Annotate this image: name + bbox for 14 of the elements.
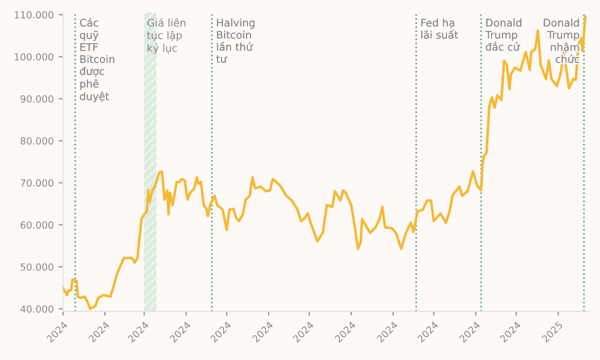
line-series (63, 16, 587, 310)
ref-line-label: Halving Bitcoin lần thứ tư (216, 18, 254, 63)
y-tick-label: 110.000 (14, 11, 54, 19)
y-tick-label: 60.000 (20, 221, 54, 229)
y-tick-label: 80.000 (20, 137, 54, 145)
y-tick-label: 50.000 (20, 263, 54, 271)
y-tick-label: 70.000 (20, 179, 54, 187)
y-tick-label: 90.000 (20, 95, 54, 103)
y-tick-label: 100.000 (14, 53, 54, 61)
ref-line-label: Donald Trump đắc cử (485, 18, 522, 51)
band-label: Giá liên tục lập kỷ lục (147, 18, 186, 54)
y-tick-label: 40.000 (20, 305, 54, 313)
ref-line-label: Các quỹ ETF Bitcoin được phê duyệt (80, 18, 114, 102)
ref-line-label: Fed hạ lãi suất (421, 18, 458, 39)
